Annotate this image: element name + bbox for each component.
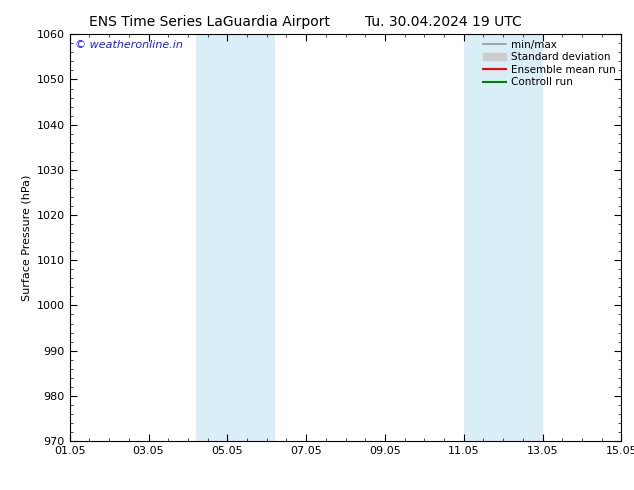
Legend: min/max, Standard deviation, Ensemble mean run, Controll run: min/max, Standard deviation, Ensemble me… bbox=[481, 37, 618, 89]
Y-axis label: Surface Pressure (hPa): Surface Pressure (hPa) bbox=[21, 174, 31, 301]
Bar bbox=[196, 34, 275, 441]
Text: Tu. 30.04.2024 19 UTC: Tu. 30.04.2024 19 UTC bbox=[365, 15, 522, 29]
Text: ENS Time Series LaGuardia Airport: ENS Time Series LaGuardia Airport bbox=[89, 15, 330, 29]
Text: © weatheronline.in: © weatheronline.in bbox=[75, 40, 183, 50]
Bar bbox=[463, 34, 543, 441]
